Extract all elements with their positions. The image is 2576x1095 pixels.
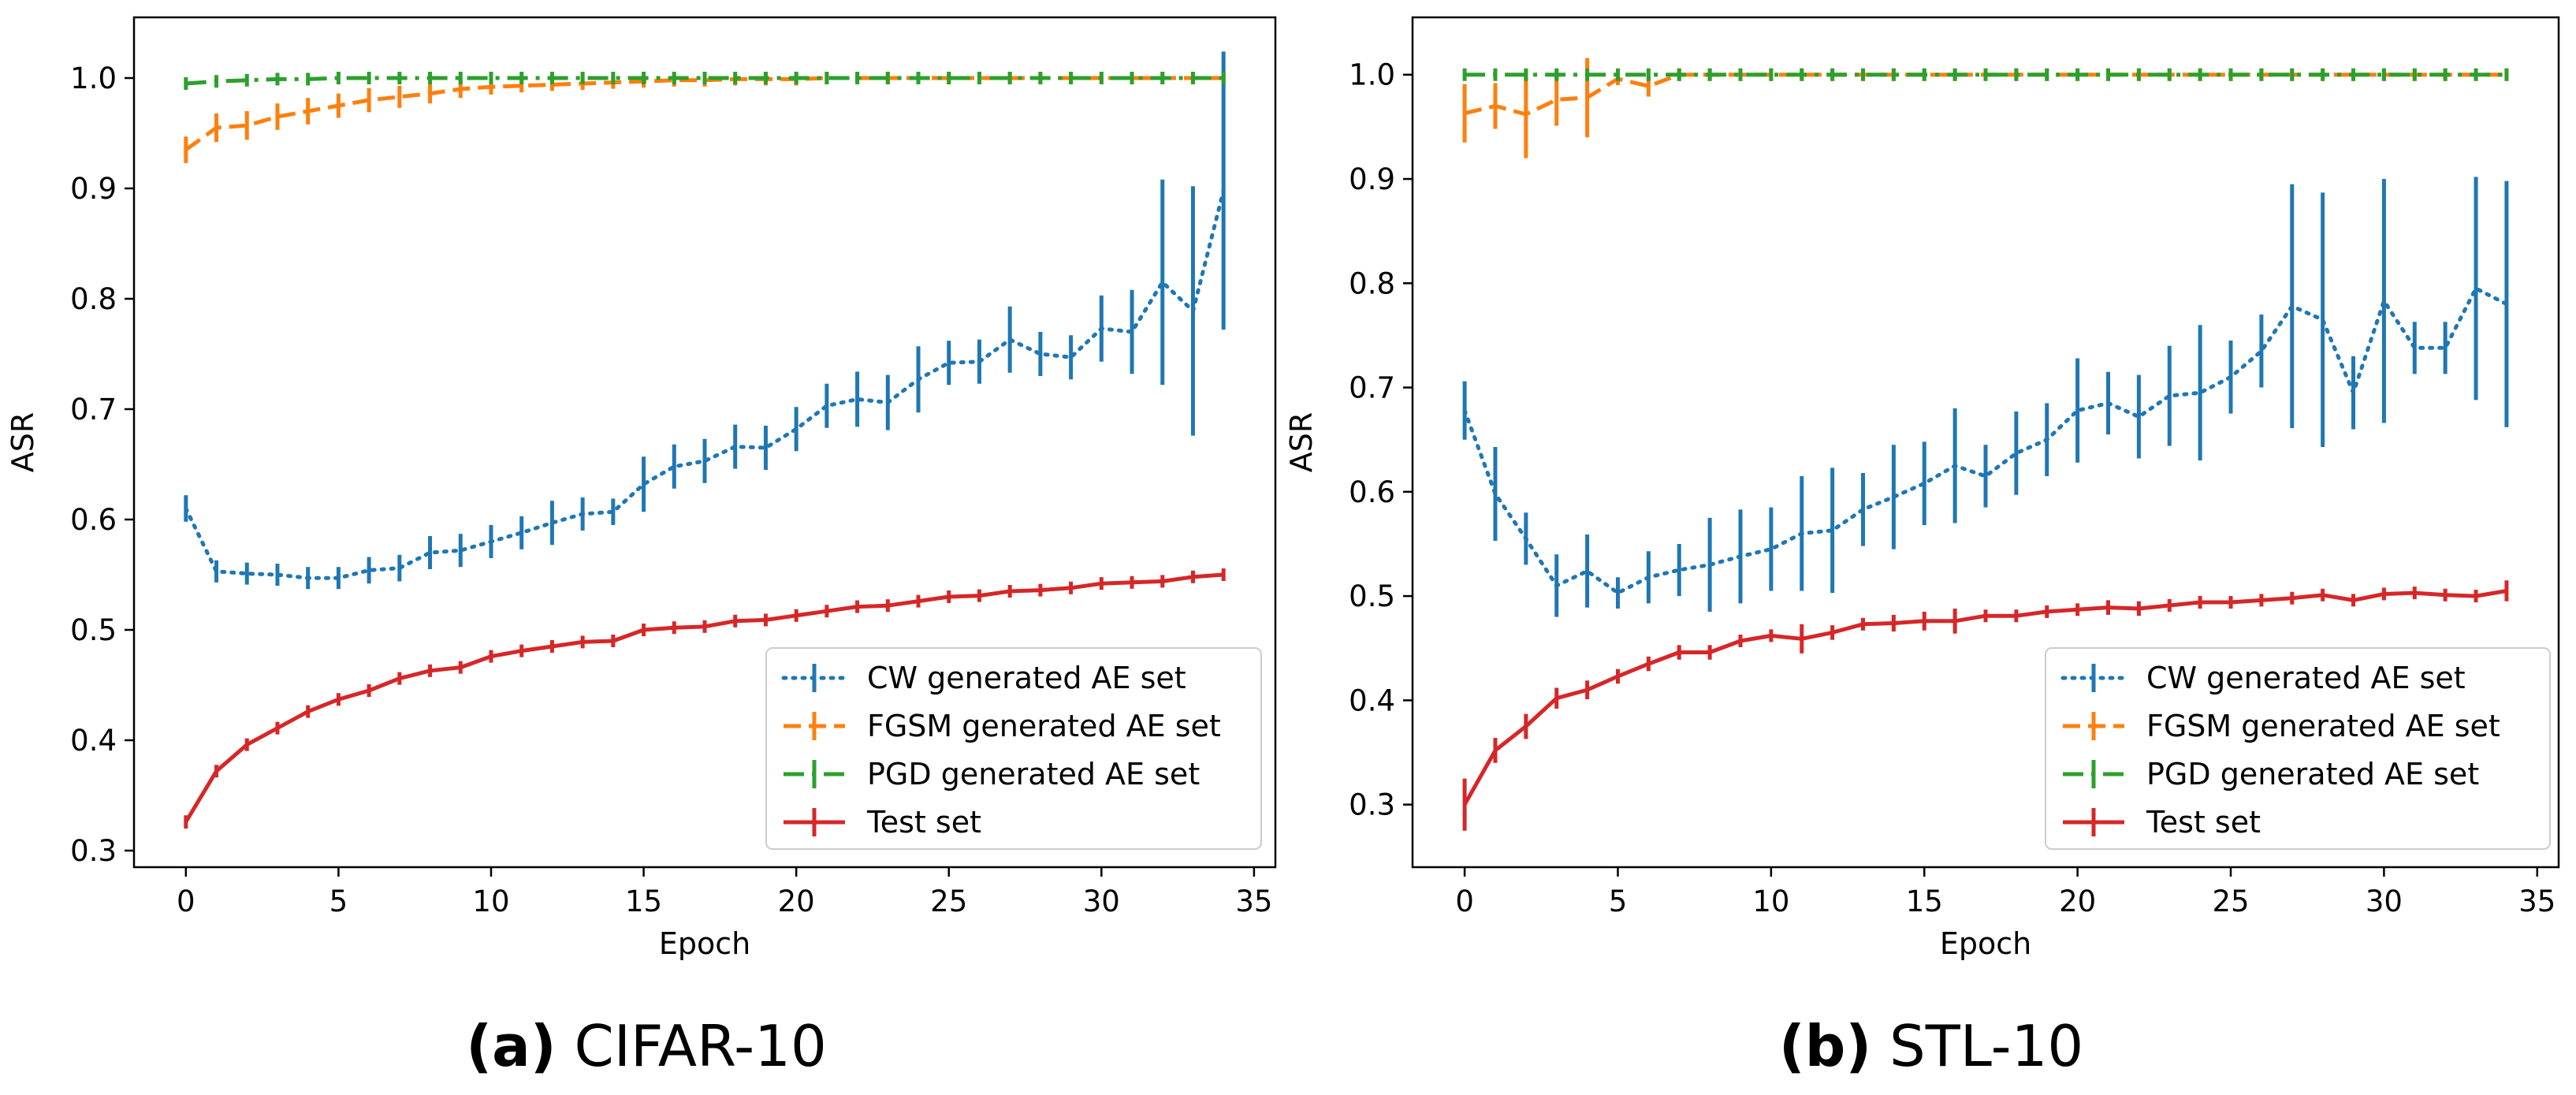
- y-tick-label: 1.0: [70, 61, 117, 95]
- panel-label: (a): [466, 1013, 556, 1079]
- x-tick-label: 30: [1083, 885, 1120, 918]
- y-tick-label: 0.4: [1349, 683, 1395, 717]
- x-tick-label: 15: [625, 885, 662, 918]
- x-tick-label: 10: [1752, 885, 1789, 918]
- series-line-cw: [184, 188, 1226, 580]
- legend-label-fgsm: FGSM generated AE set: [2146, 709, 2500, 743]
- x-tick-label: 35: [1235, 885, 1272, 918]
- x-tick-label: 20: [778, 885, 815, 918]
- legend: CW generated AE set FGSM generated AE set…: [765, 647, 1262, 850]
- series-cw: [1462, 177, 2509, 617]
- x-tick-label: 25: [930, 885, 967, 918]
- legend-box: [2045, 647, 2551, 850]
- y-tick-label: 0.3: [1349, 788, 1395, 822]
- series-test: [1462, 580, 2509, 831]
- x-tick-label: 35: [2518, 885, 2556, 918]
- x-tick-label: 20: [2059, 885, 2096, 918]
- y-tick-label: 0.7: [1349, 371, 1395, 405]
- y-tick-label: 0.3: [70, 834, 117, 868]
- y-tick-label: 0.5: [70, 613, 117, 647]
- panel-caption-text: CIFAR-10: [557, 1013, 827, 1079]
- y-tick-label: 0.4: [70, 724, 117, 758]
- x-axis-label: Epoch: [659, 926, 750, 961]
- legend-box: [765, 647, 1262, 850]
- x-tick-label: 5: [329, 885, 348, 918]
- chart-stl10: 0 5 10 15 20 25 30 35 0.3 0.4 0.5 0.6 0.7 0.8 0.9 1.0 Ep…: [1284, 16, 2560, 1079]
- axes-frame: [1411, 16, 2560, 869]
- series-line-fgsm: [184, 76, 1224, 152]
- panel-caption: (a) CIFAR-10: [466, 1013, 827, 1079]
- series-line-cw: [1462, 286, 2509, 595]
- legend-label-fgsm: FGSM generated AE set: [867, 709, 1221, 743]
- series-pgd: [184, 72, 1226, 90]
- panel-caption: (b) STL-10: [1779, 1013, 2083, 1079]
- y-tick-label: 0.9: [1349, 162, 1395, 196]
- panel-label: (b): [1779, 1013, 1871, 1079]
- series-fgsm: [184, 72, 1226, 163]
- x-tick-label: 5: [1609, 885, 1628, 918]
- y-tick-label: 0.8: [70, 282, 117, 316]
- legend-label-cw: CW generated AE set: [2146, 661, 2466, 695]
- legend-label-cw: CW generated AE set: [867, 661, 1186, 695]
- chart-cifar10: 0 5 10 15 20 25 30 35 0.3 0.4 0.5 0.6 0.7 0.8 0.9 1.0 Ep…: [6, 16, 1277, 1079]
- y-tick-label: 0.5: [1349, 579, 1395, 613]
- axes-frame: [132, 16, 1277, 869]
- x-tick-label: 25: [2212, 885, 2249, 918]
- series-line-pgd: [185, 76, 1224, 86]
- x-tick-label: 15: [1906, 885, 1943, 918]
- x-tick-label: 0: [177, 885, 195, 918]
- legend: CW generated AE set FGSM generated AE set…: [2045, 647, 2551, 850]
- legend-label-test: Test set: [2146, 805, 2261, 840]
- x-axis-label: Epoch: [1940, 926, 2031, 961]
- y-axis-label: ASR: [1284, 412, 1319, 473]
- y-axis-label: ASR: [6, 412, 40, 473]
- y-tick-label: 0.8: [1349, 266, 1395, 300]
- panel-caption-text: STL-10: [1871, 1013, 2083, 1079]
- y-tick-label: 0.9: [70, 172, 117, 206]
- y-tick-label: 1.0: [1349, 58, 1395, 92]
- y-tick-label: 0.6: [70, 503, 117, 537]
- series-pgd: [1462, 68, 2509, 81]
- legend-label-test: Test set: [866, 805, 981, 840]
- x-tick-label: 10: [472, 885, 509, 918]
- y-tick-label: 0.6: [1349, 475, 1395, 509]
- y-tick-label: 0.7: [70, 393, 117, 426]
- series-test: [184, 568, 1226, 829]
- legend-label-pgd: PGD generated AE set: [2146, 757, 2479, 791]
- series-cw: [184, 51, 1226, 590]
- x-tick-label: 30: [2366, 885, 2403, 918]
- x-tick-label: 0: [1455, 885, 1474, 918]
- legend-label-pgd: PGD generated AE set: [867, 757, 1200, 791]
